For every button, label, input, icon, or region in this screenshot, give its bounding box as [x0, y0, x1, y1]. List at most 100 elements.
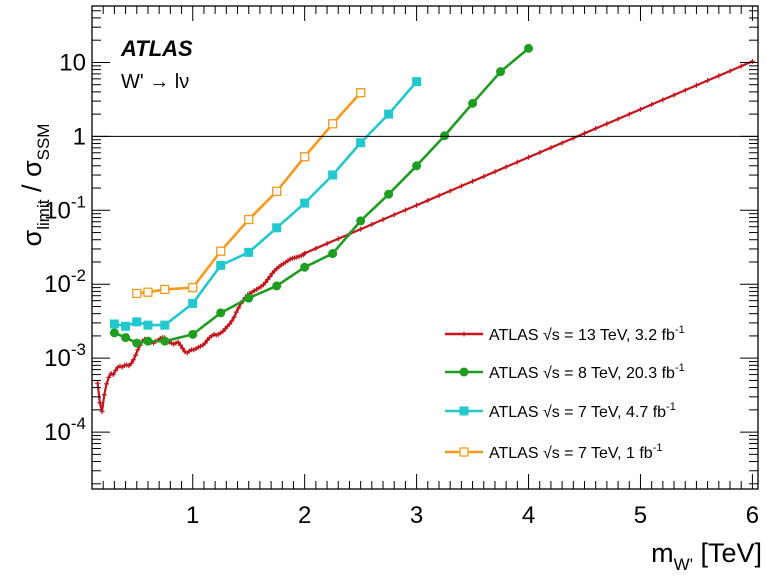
series-0-point [716, 73, 722, 79]
series-0-point [324, 241, 330, 247]
legend-label-1: ATLAS √s = 8 TeV, 20.3 fb-1 [489, 362, 685, 382]
series-0-point [204, 337, 210, 343]
series-0-point [260, 282, 266, 288]
series-1-point [468, 98, 478, 108]
series-0-point [626, 111, 632, 117]
series-0-point [649, 101, 655, 107]
x-tick-label: 6 [746, 502, 759, 529]
series-2-point [188, 298, 198, 308]
series-2-point [121, 321, 131, 331]
series-0-point [447, 188, 453, 194]
y-tick-label: 10-4 [44, 414, 86, 446]
atlas-label: ATLAS [120, 36, 193, 61]
series-0-point [265, 276, 271, 282]
series-0-point [130, 357, 136, 363]
series-line-3 [136, 91, 362, 295]
series-0-point [133, 352, 139, 358]
series-1-point [356, 216, 366, 226]
y-tick-label: 10-3 [44, 340, 86, 372]
series-2-point [328, 170, 338, 180]
series-0-point [671, 92, 677, 98]
legend-marker-2 [459, 406, 469, 416]
series-0-point [220, 328, 226, 334]
y-tick-label: 10-1 [44, 192, 86, 224]
series-2 [109, 77, 422, 331]
series-0-point [470, 178, 476, 184]
x-tick-label: 3 [410, 502, 423, 529]
axis-ticks [92, 6, 758, 489]
series-0-point [135, 347, 141, 353]
series-0-point [593, 125, 599, 131]
series-0-point [369, 221, 375, 227]
series-0-point [749, 58, 755, 64]
series-0-point [236, 305, 242, 311]
process-label: W' → lν [121, 71, 189, 93]
series-0-point [267, 274, 273, 280]
series-0-point [177, 342, 183, 348]
series-0-point [99, 408, 105, 414]
series-1-point [244, 293, 254, 303]
series-0-point [492, 169, 498, 175]
series-0-point [458, 183, 464, 189]
series-2-point [132, 317, 142, 327]
series-0-point [391, 212, 397, 218]
series-3-point [143, 287, 153, 297]
series-0-point [202, 340, 208, 346]
series-1-point [132, 338, 142, 348]
series-0-point [302, 250, 308, 256]
series-0-point [503, 164, 509, 170]
x-tick-label: 5 [634, 502, 647, 529]
series-3-point [160, 284, 170, 295]
series-2-point [356, 138, 366, 148]
series-0-point [604, 121, 610, 127]
series-2-point [300, 198, 310, 208]
series-2-point [216, 260, 226, 270]
series-0-point [358, 226, 364, 232]
series-0-point [106, 374, 112, 380]
series-3-point [244, 214, 254, 225]
series-0-point [335, 236, 341, 242]
series-0-point [402, 207, 408, 213]
series-0-point [693, 82, 699, 88]
data-layer [95, 43, 755, 414]
series-1-point [109, 328, 119, 338]
series-3-point [355, 88, 366, 98]
series-1-point [216, 308, 226, 318]
series-0-point [526, 154, 532, 160]
legend-marker-1 [459, 367, 469, 377]
series-0-point [110, 372, 116, 378]
y-tick-label: 1 [73, 123, 86, 150]
series-0-point [414, 202, 420, 208]
series-0-point [180, 346, 186, 352]
series-1-point [328, 249, 338, 259]
legend: ATLAS √s = 13 TeV, 3.2 fb-1 ATLAS √s = 8 … [445, 324, 685, 462]
series-1-point [496, 67, 506, 77]
series-3-point [272, 186, 282, 197]
series-0-point [313, 245, 319, 251]
x-axis-title: mW' [TeV] [651, 538, 762, 574]
series-0-point [537, 150, 543, 156]
series-0-point [128, 360, 134, 366]
series-0-point [175, 339, 181, 345]
series-0-point [514, 159, 520, 165]
series-2-point [109, 319, 119, 329]
series-0-point [233, 309, 239, 315]
series-0-point [727, 68, 733, 74]
y-tick-label: 10-2 [44, 266, 86, 298]
series-0-point [97, 400, 103, 406]
series-1-point [440, 131, 450, 141]
legend-label-0: ATLAS √s = 13 TeV, 3.2 fb-1 [489, 324, 685, 344]
series-1-point [300, 262, 310, 272]
legend-label-2: ATLAS √s = 7 TeV, 4.7 fb-1 [489, 401, 676, 421]
y-tick-label: 10 [59, 49, 86, 76]
series-0-point [436, 193, 442, 199]
series-0-point [95, 380, 101, 386]
series-3-point [300, 152, 310, 162]
series-0-point [229, 318, 235, 324]
legend-marker-3 [459, 447, 469, 457]
series-0-point [227, 321, 233, 327]
series-0-point [231, 314, 237, 320]
series-3-point [216, 246, 226, 256]
